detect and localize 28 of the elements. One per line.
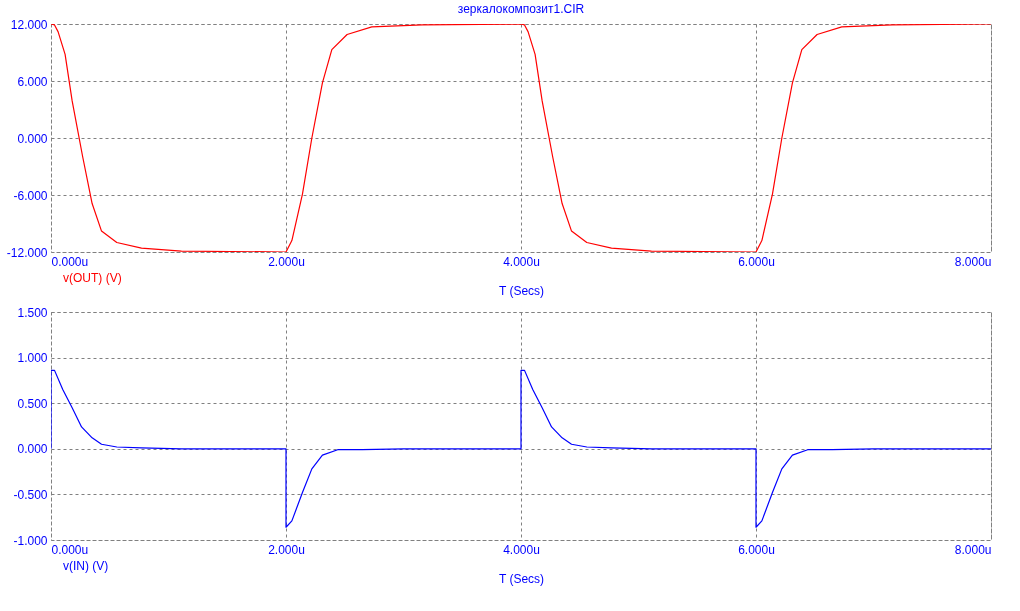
y-tick-label: 0.500 bbox=[17, 396, 48, 411]
x-tick-label: 2.000u bbox=[268, 254, 305, 269]
y-tick-label: 12.000 bbox=[10, 17, 48, 32]
x-tick-label: 4.000u bbox=[503, 254, 540, 269]
line-series bbox=[51, 24, 991, 252]
x-tick-label: 0.000u bbox=[51, 542, 89, 557]
y-tick-label: -12.000 bbox=[6, 245, 48, 260]
y-tick-label: 6.000 bbox=[17, 74, 48, 89]
x-tick-label: 6.000u bbox=[738, 254, 775, 269]
x-tick-label: 2.000u bbox=[268, 542, 305, 557]
y-tick-label: -1.000 bbox=[13, 533, 48, 548]
y-tick-label: 0.000 bbox=[17, 131, 48, 146]
y-tick-label: 1.500 bbox=[17, 305, 48, 320]
x-tick-label: 8.000u bbox=[954, 254, 992, 269]
x-tick-label: 0.000u bbox=[51, 254, 89, 269]
chart-title: зеркалокомпозит1.CIR bbox=[457, 2, 585, 16]
y-tick-label: 1.000 bbox=[17, 351, 48, 366]
y-tick-label: -6.000 bbox=[13, 188, 48, 203]
x-axis-title: T (Secs) bbox=[498, 283, 545, 298]
x-tick-label: 4.000u bbox=[503, 542, 540, 557]
y-tick-label: -0.500 bbox=[13, 487, 48, 502]
text: v(OUT) (V) bbox=[63, 271, 122, 285]
line-series bbox=[51, 369, 991, 528]
y-tick-label: 0.000 bbox=[17, 442, 48, 457]
text: v(IN) (V) bbox=[63, 559, 109, 573]
x-tick-label: 8.000u bbox=[954, 542, 992, 557]
x-axis-title: T (Secs) bbox=[498, 571, 545, 586]
x-tick-label: 6.000u bbox=[738, 542, 775, 557]
